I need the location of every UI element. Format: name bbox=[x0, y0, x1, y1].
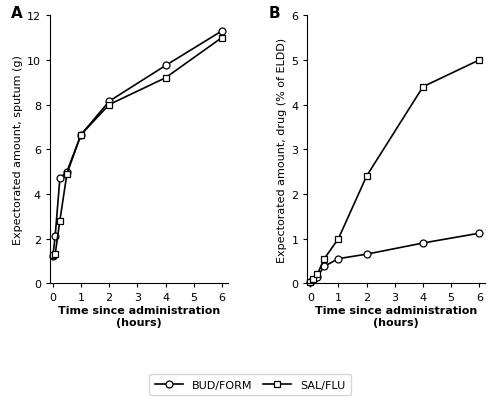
Text: A: A bbox=[11, 6, 22, 21]
Y-axis label: Expectorated amount, sputum (g): Expectorated amount, sputum (g) bbox=[12, 55, 22, 245]
Y-axis label: Expectorated amount, drug (% of ELDD): Expectorated amount, drug (% of ELDD) bbox=[277, 38, 287, 262]
X-axis label: Time since administration
(hours): Time since administration (hours) bbox=[58, 305, 220, 327]
Text: B: B bbox=[268, 6, 280, 21]
X-axis label: Time since administration
(hours): Time since administration (hours) bbox=[315, 305, 478, 327]
Legend: BUD/FORM, SAL/FLU: BUD/FORM, SAL/FLU bbox=[150, 374, 350, 395]
